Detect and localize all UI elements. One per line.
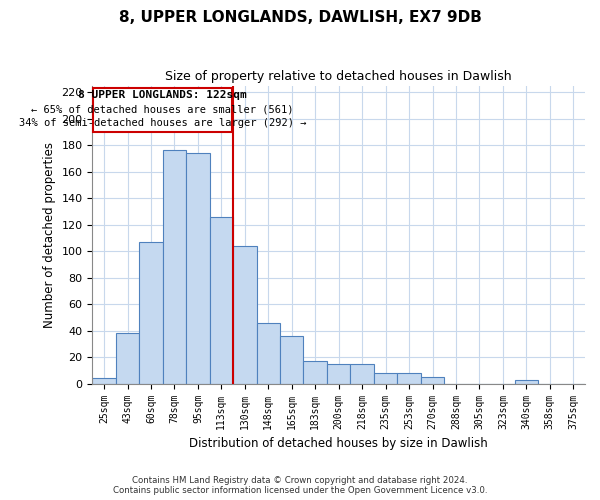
FancyBboxPatch shape	[94, 88, 232, 132]
Bar	[116, 334, 139, 384]
Bar	[186, 153, 209, 384]
Text: 8, UPPER LONGLANDS, DAWLISH, EX7 9DB: 8, UPPER LONGLANDS, DAWLISH, EX7 9DB	[119, 10, 481, 25]
Bar	[92, 378, 116, 384]
Bar	[397, 373, 421, 384]
Bar	[233, 246, 257, 384]
Bar	[421, 377, 444, 384]
Bar	[304, 361, 327, 384]
Bar	[327, 364, 350, 384]
Y-axis label: Number of detached properties: Number of detached properties	[43, 142, 56, 328]
Bar	[209, 216, 233, 384]
Bar	[515, 380, 538, 384]
Bar	[374, 373, 397, 384]
Text: Contains HM Land Registry data © Crown copyright and database right 2024.
Contai: Contains HM Land Registry data © Crown c…	[113, 476, 487, 495]
Bar	[350, 364, 374, 384]
Bar	[257, 322, 280, 384]
Bar	[163, 150, 186, 384]
Bar	[139, 242, 163, 384]
Bar	[280, 336, 304, 384]
X-axis label: Distribution of detached houses by size in Dawlish: Distribution of detached houses by size …	[189, 437, 488, 450]
Text: 8 UPPER LONGLANDS: 122sqm: 8 UPPER LONGLANDS: 122sqm	[79, 90, 247, 100]
Text: ← 65% of detached houses are smaller (561): ← 65% of detached houses are smaller (56…	[31, 104, 294, 114]
Text: 34% of semi-detached houses are larger (292) →: 34% of semi-detached houses are larger (…	[19, 118, 307, 128]
Title: Size of property relative to detached houses in Dawlish: Size of property relative to detached ho…	[166, 70, 512, 83]
